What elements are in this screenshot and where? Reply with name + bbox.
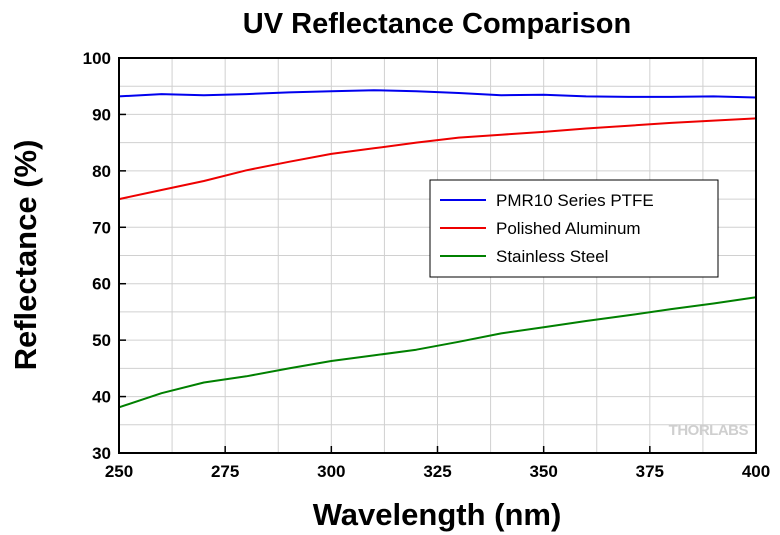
- legend-label-stainless-steel: Stainless Steel: [496, 247, 608, 266]
- series-line-stainless-steel: [118, 296, 757, 409]
- chart-title: UV Reflectance Comparison: [243, 8, 631, 40]
- plot-frame: [118, 57, 757, 454]
- x-tick-label: 250: [105, 462, 133, 481]
- y-tick-label: 80: [92, 162, 111, 181]
- series-line-polished-aluminum: [118, 117, 757, 201]
- x-tick-label: 300: [317, 462, 345, 481]
- y-tick-label: 90: [92, 105, 111, 124]
- x-axis-label: Wavelength (nm): [313, 497, 562, 532]
- y-tick-label: 50: [92, 331, 111, 350]
- legend-label-polished-aluminum: Polished Aluminum: [496, 219, 641, 238]
- y-tick-label: 70: [92, 218, 111, 237]
- axis-ticks: 250 275 300 325 350 375 400 30 40 50 60 70 80 90 100: [83, 49, 771, 481]
- thorlabs-watermark: THORLABS: [669, 422, 749, 439]
- y-tick-label: 100: [83, 49, 111, 68]
- y-tick-label: 30: [92, 444, 111, 463]
- y-axis-label: Reflectance (%): [8, 140, 43, 371]
- y-tick-label: 60: [92, 275, 111, 294]
- series-lines: [118, 89, 757, 409]
- x-tick-label: 375: [636, 462, 664, 481]
- y-tick-label: 40: [92, 388, 111, 407]
- x-tick-label: 350: [529, 462, 557, 481]
- legend-label-pmr10-series-ptfe: PMR10 Series PTFE: [496, 191, 654, 210]
- x-tick-label: 275: [211, 462, 239, 481]
- x-tick-label: 325: [423, 462, 451, 481]
- x-tick-label: 400: [742, 462, 770, 481]
- series-line-pmr10-series-ptfe: [118, 89, 757, 99]
- legend: PMR10 Series PTFE Polished Aluminum Stainl…: [429, 179, 719, 278]
